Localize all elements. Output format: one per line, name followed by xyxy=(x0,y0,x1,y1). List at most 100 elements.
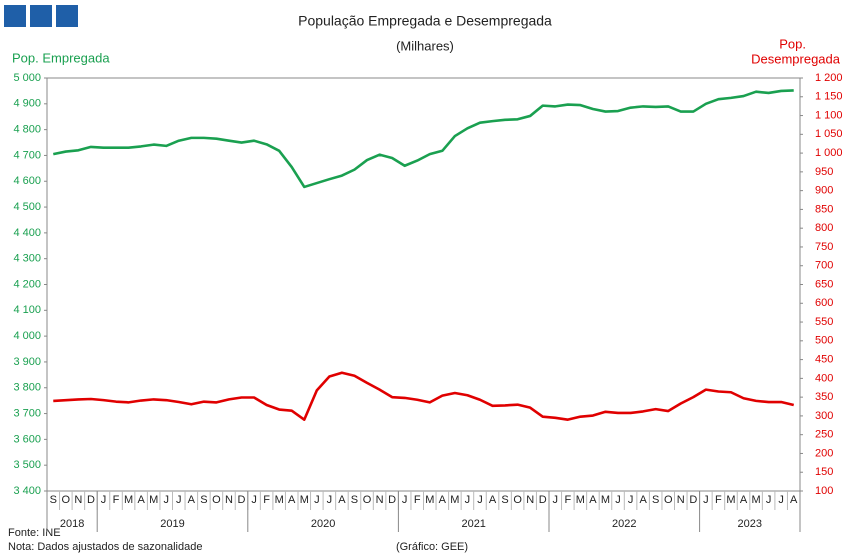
x-tick-label: N xyxy=(74,494,82,506)
y2-tick-label: 700 xyxy=(815,260,833,272)
x-tick-label: N xyxy=(677,494,685,506)
y-tick-label: 4 900 xyxy=(13,98,41,110)
x-tick-label: J xyxy=(615,494,621,506)
y2-axis-title: Pop. xyxy=(779,36,806,51)
x-tick-label: M xyxy=(275,494,284,506)
y2-tick-label: 250 xyxy=(815,429,833,441)
x-tick-label: F xyxy=(715,494,722,506)
x-tick-label: F xyxy=(414,494,421,506)
x-tick-label: S xyxy=(501,494,508,506)
logo-block xyxy=(56,5,78,27)
x-tick-label: M xyxy=(726,494,735,506)
x-tick-label: D xyxy=(689,494,697,506)
y-tick-label: 3 400 xyxy=(13,485,41,497)
x-tick-label: O xyxy=(664,494,673,506)
x-tick-label: N xyxy=(376,494,384,506)
y-tick-label: 4 500 xyxy=(13,201,41,213)
year-label: 2021 xyxy=(461,518,485,530)
y-tick-label: 4 000 xyxy=(13,330,41,342)
year-label: 2018 xyxy=(60,518,84,530)
x-tick-label: J xyxy=(553,494,559,506)
x-tick-label: O xyxy=(62,494,71,506)
y2-tick-label: 1 200 xyxy=(815,72,843,84)
y2-tick-label: 1 100 xyxy=(815,109,843,121)
series-line xyxy=(53,371,795,421)
x-tick-label: A xyxy=(790,494,798,506)
series-line xyxy=(53,89,794,189)
x-tick-label: F xyxy=(113,494,120,506)
note: Nota: Dados ajustados de sazonalidade xyxy=(8,541,202,553)
x-tick-label: J xyxy=(703,494,709,506)
logo-block xyxy=(4,5,26,27)
x-tick-label: M xyxy=(425,494,434,506)
y2-tick-label: 100 xyxy=(815,485,833,497)
y2-tick-label: 300 xyxy=(815,410,833,422)
x-tick-label: J xyxy=(477,494,483,506)
x-tick-label: A xyxy=(137,494,145,506)
y-tick-label: 4 700 xyxy=(13,149,41,161)
plot-frame xyxy=(46,77,801,492)
y2-tick-label: 850 xyxy=(815,203,833,215)
x-tick-label: A xyxy=(439,494,447,506)
x-tick-label: S xyxy=(652,494,659,506)
x-tick-label: S xyxy=(351,494,358,506)
x-tick-label: J xyxy=(327,494,333,506)
x-tick-label: S xyxy=(200,494,207,506)
y-tick-label: 3 900 xyxy=(13,356,41,368)
y2-tick-label: 600 xyxy=(815,297,833,309)
x-tick-label: A xyxy=(589,494,597,506)
y-tick-label: 4 100 xyxy=(13,304,41,316)
x-tick-label: M xyxy=(149,494,158,506)
x-tick-label: O xyxy=(212,494,221,506)
x-tick-label: J xyxy=(778,494,784,506)
x-tick-label: M xyxy=(300,494,309,506)
logo-block xyxy=(30,5,52,27)
y-tick-label: 4 600 xyxy=(13,175,41,187)
x-tick-label: A xyxy=(740,494,748,506)
x-tick-label: J xyxy=(402,494,408,506)
x-tick-label: A xyxy=(639,494,647,506)
year-label: 2019 xyxy=(160,518,184,530)
y2-tick-label: 350 xyxy=(815,391,833,403)
y2-tick-label: 200 xyxy=(815,447,833,459)
y2-tick-label: 800 xyxy=(815,222,833,234)
x-tick-label: S xyxy=(50,494,57,506)
chart-title: População Empregada e Desempregada xyxy=(298,13,552,29)
x-tick-label: M xyxy=(124,494,133,506)
x-tick-label: N xyxy=(225,494,233,506)
x-tick-label: D xyxy=(87,494,95,506)
y-tick-label: 4 400 xyxy=(13,227,41,239)
y-tick-label: 3 800 xyxy=(13,382,41,394)
x-tick-label: M xyxy=(450,494,459,506)
x-tick-label: D xyxy=(388,494,396,506)
y-tick-label: 3 600 xyxy=(13,433,41,445)
x-tick-label: J xyxy=(176,494,182,506)
y-tick-label: 3 700 xyxy=(13,407,41,419)
x-tick-label: F xyxy=(263,494,270,506)
y2-tick-label: 400 xyxy=(815,372,833,384)
x-tick-label: J xyxy=(465,494,471,506)
y2-tick-label: 150 xyxy=(815,466,833,478)
x-tick-label: M xyxy=(751,494,760,506)
y2-tick-label: 1 050 xyxy=(815,128,843,140)
y2-tick-label: 900 xyxy=(815,185,833,197)
year-label: 2023 xyxy=(738,518,762,530)
y-tick-label: 5 000 xyxy=(13,72,41,84)
chart-subtitle: (Milhares) xyxy=(396,38,454,53)
y2-tick-label: 450 xyxy=(815,353,833,365)
credit: (Gráfico: GEE) xyxy=(396,541,468,553)
y2-axis-title: Desempregada xyxy=(751,51,841,66)
x-tick-label: O xyxy=(513,494,522,506)
x-tick-label: A xyxy=(188,494,196,506)
x-tick-label: A xyxy=(338,494,346,506)
x-tick-label: M xyxy=(576,494,585,506)
year-label: 2020 xyxy=(311,518,335,530)
x-tick-label: F xyxy=(564,494,571,506)
x-tick-label: J xyxy=(251,494,257,506)
y2-tick-label: 500 xyxy=(815,335,833,347)
x-tick-label: J xyxy=(766,494,772,506)
x-tick-label: J xyxy=(628,494,634,506)
source: Fonte: INE xyxy=(8,527,61,539)
y-tick-label: 4 800 xyxy=(13,124,41,136)
